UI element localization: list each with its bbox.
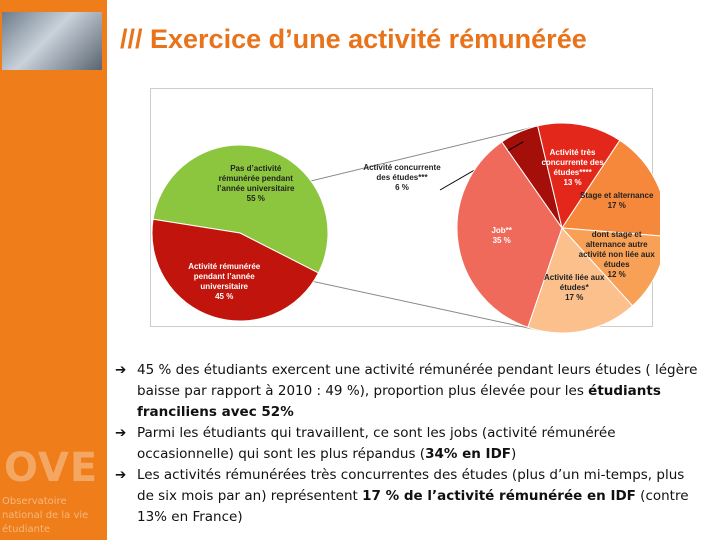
slice-value: 55 % xyxy=(246,194,265,204)
slice-label: Stage et alternance 17 % xyxy=(578,191,656,211)
bullet-text: étudiants franciliens avec 52% xyxy=(137,383,661,420)
slice-name: Job** xyxy=(491,226,512,236)
pie-slice xyxy=(456,141,563,328)
slice-value: 17 % xyxy=(565,292,584,302)
slice-label: Activité liée aux études* 17 % xyxy=(535,273,613,303)
slice-name: Activité concurrente des études*** xyxy=(363,163,441,182)
bullet-text: 17 % de l’activité rémunérée en IDF xyxy=(362,488,636,504)
pie-slice xyxy=(560,227,660,307)
slice-label: Activité très concurrente des études****… xyxy=(534,148,612,188)
bullet-list: ➔ 45 % des étudiants exercent une activit… xyxy=(115,360,705,528)
slice-name: Stage et alternance xyxy=(580,191,654,201)
chart xyxy=(150,88,660,333)
slice-value: 6 % xyxy=(395,183,409,192)
pie-slice xyxy=(152,144,329,274)
bullet-item: ➔ 45 % des étudiants exercent une activit… xyxy=(115,360,705,423)
slice-label: Job** 35 % xyxy=(463,226,541,246)
slice-value: 12 % xyxy=(607,269,626,279)
slide-title: /// Exercice d’une activité rémunérée xyxy=(120,24,587,54)
pie-slice xyxy=(527,227,634,333)
logo-caption: Observatoire national de la vie étudiant… xyxy=(2,496,89,535)
slice-label: Pas d’activité rémunérée pendant l’année… xyxy=(217,164,295,204)
slice-value: 45 % xyxy=(215,291,234,301)
slice-name: Pas d’activité rémunérée pendant l’année… xyxy=(217,164,295,194)
logo-mark: OVE xyxy=(4,445,99,491)
slice-value: 13 % xyxy=(563,178,582,188)
bullet-marker: ➔ xyxy=(115,362,127,378)
slice-name: dont stage et alternance autre activité … xyxy=(578,229,655,269)
bullet-text: Parmi les étudiants qui travaillent, ce … xyxy=(137,425,616,462)
header-photo xyxy=(2,12,102,70)
slice-name: Activité rémunérée pendant l’année unive… xyxy=(188,261,261,291)
bullet-item: ➔ Les activités rémunérées très concurren… xyxy=(115,465,705,528)
bullet-text: ) xyxy=(511,446,517,462)
pie-slice xyxy=(537,122,621,230)
bullet-text: (contre 13% en France) xyxy=(137,488,689,525)
slice-value: 35 % xyxy=(492,236,511,246)
slice-name: Activité liée aux études* xyxy=(543,272,605,292)
bullet-marker: ➔ xyxy=(115,425,127,441)
pie-slice xyxy=(561,139,660,237)
bullet-marker: ➔ xyxy=(115,467,127,483)
bullet-text: 34% en IDF xyxy=(425,446,511,462)
bullet-item: ➔ Parmi les étudiants qui travaillent, ce… xyxy=(115,423,705,465)
slice-value: 17 % xyxy=(607,201,626,211)
sidebar xyxy=(0,0,107,540)
pie-slice xyxy=(151,218,320,322)
bullet-text: 45 % des étudiants exercent une activité… xyxy=(137,362,698,399)
bullet-text: Les activités rémunérées très concurrent… xyxy=(137,467,685,504)
slice-name: Activité très concurrente des études**** xyxy=(541,148,604,178)
slice-label: dont stage et alternance autre activité … xyxy=(578,230,656,280)
slice-label: Activité rémunérée pendant l’année unive… xyxy=(185,262,263,302)
slice-label: Activité concurrente des études*** 6 % xyxy=(363,163,441,193)
